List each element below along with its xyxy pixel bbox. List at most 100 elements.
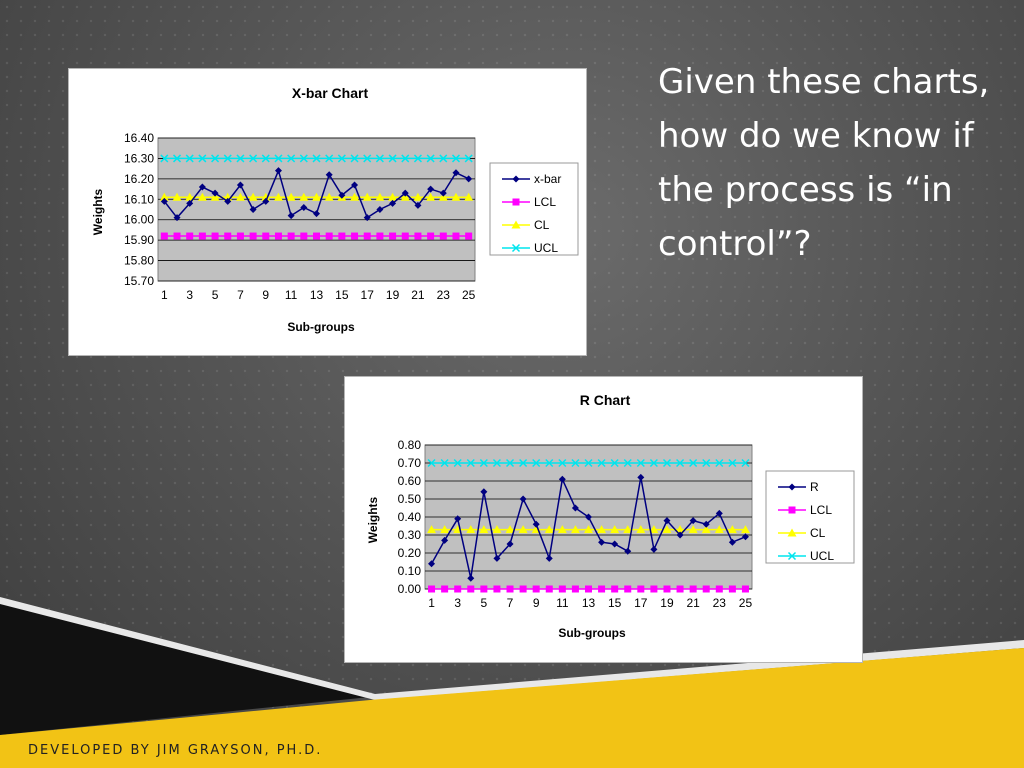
data-point	[325, 171, 333, 179]
data-point	[689, 458, 698, 468]
data-point	[236, 154, 245, 163]
series-lcl	[428, 585, 749, 593]
data-point	[286, 192, 296, 201]
data-point	[702, 585, 710, 593]
x-tick-label: 3	[186, 288, 193, 302]
data-point	[506, 585, 514, 593]
data-point	[598, 585, 606, 593]
x-tick-label: 23	[437, 288, 451, 302]
legend-label: x-bar	[534, 172, 561, 186]
data-point	[649, 525, 659, 534]
data-point	[454, 585, 462, 593]
data-point	[375, 192, 385, 201]
data-point	[262, 232, 270, 240]
series-r	[428, 473, 749, 582]
y-tick-label: 0.30	[398, 528, 422, 542]
data-point	[532, 458, 541, 468]
data-point	[173, 232, 181, 240]
data-point	[598, 538, 606, 546]
legend-marker	[788, 506, 796, 514]
data-point	[400, 192, 410, 201]
series-ucl	[427, 458, 750, 468]
data-point	[519, 458, 528, 468]
data-point	[701, 525, 711, 534]
data-point	[299, 192, 309, 201]
y-tick-label: 0.80	[398, 438, 422, 452]
data-point	[351, 232, 359, 240]
data-point	[636, 525, 646, 534]
data-point	[740, 525, 750, 534]
data-point	[427, 185, 435, 193]
x-axis-label: Sub-groups	[558, 626, 626, 640]
data-point	[493, 585, 501, 593]
data-point	[479, 525, 489, 534]
data-point	[235, 192, 245, 201]
data-point	[451, 192, 461, 201]
data-point	[741, 458, 750, 468]
data-point	[185, 154, 194, 163]
y-tick-label: 16.00	[124, 213, 154, 227]
data-point	[558, 458, 567, 468]
x-tick-label: 17	[634, 596, 648, 610]
data-point	[597, 525, 607, 534]
y-tick-label: 0.50	[398, 492, 422, 506]
data-point	[211, 232, 219, 240]
data-point	[198, 183, 206, 191]
data-point	[440, 458, 449, 468]
data-point	[287, 154, 296, 163]
data-point	[544, 525, 554, 534]
data-point	[249, 154, 258, 163]
y-axis-label: Weights	[366, 496, 380, 543]
data-point	[505, 458, 515, 468]
data-point	[689, 585, 697, 593]
data-point	[401, 232, 409, 240]
y-tick-label: 0.60	[398, 474, 422, 488]
legend-entry-cl: CL	[778, 526, 826, 540]
legend-label: LCL	[534, 195, 556, 209]
legend-entry-ucl: UCL	[502, 241, 558, 255]
data-point	[597, 458, 606, 468]
data-point	[299, 154, 308, 163]
data-point	[363, 154, 372, 163]
data-point	[160, 154, 169, 163]
data-point	[464, 154, 473, 163]
data-point	[186, 232, 194, 240]
data-point	[585, 585, 592, 593]
data-point	[439, 154, 448, 163]
data-point	[210, 192, 220, 201]
y-tick-label: 0.10	[398, 564, 422, 578]
legend-marker	[788, 483, 796, 491]
data-point	[440, 525, 450, 534]
data-point	[198, 154, 207, 163]
data-point	[505, 525, 515, 534]
series-x-bar	[160, 167, 473, 222]
data-point	[557, 525, 567, 534]
legend-label: CL	[534, 218, 550, 232]
data-point	[454, 515, 462, 523]
x-tick-label: 11	[285, 288, 298, 302]
data-point	[414, 232, 422, 240]
data-point	[401, 189, 409, 197]
data-point	[663, 585, 671, 593]
legend-entry-lcl: LCL	[502, 195, 556, 209]
legend-marker	[512, 198, 520, 206]
data-point	[236, 232, 244, 240]
data-point	[389, 232, 397, 240]
data-point	[467, 574, 475, 582]
data-point	[438, 192, 448, 201]
data-point	[480, 585, 488, 593]
data-point	[324, 192, 334, 201]
data-point	[198, 232, 206, 240]
yellow-band	[0, 648, 1024, 768]
data-point	[274, 154, 283, 163]
data-point	[389, 199, 397, 207]
data-point	[388, 154, 397, 163]
data-point	[274, 167, 282, 175]
plot-area	[157, 137, 476, 282]
x-tick-label: 15	[335, 288, 349, 302]
data-point	[223, 154, 232, 163]
data-point	[312, 192, 321, 201]
legend-label: R	[810, 480, 819, 494]
data-point	[518, 525, 528, 534]
data-point	[428, 585, 436, 593]
